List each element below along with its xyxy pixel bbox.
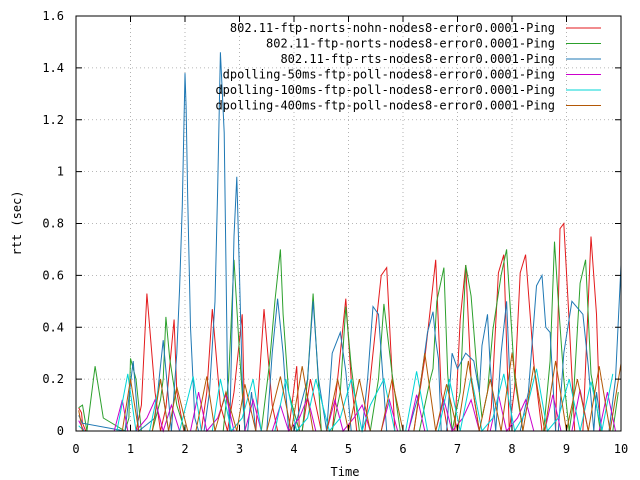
grid	[76, 16, 621, 431]
series-line-1	[78, 222, 616, 432]
x-tick-label: 4	[290, 442, 297, 456]
legend-label-5: dpolling-100ms-ftp-poll-nodes8-error0.00…	[215, 83, 555, 97]
legend-label-3: 802.11-ftp-rts-nodes8-error0.0001-Ping	[280, 52, 555, 66]
x-tick-label: 5	[345, 442, 352, 456]
y-tick-label: 1	[57, 165, 64, 179]
x-tick-label: 2	[181, 442, 188, 456]
legend-label-4: dpolling-50ms-ftp-poll-nodes8-error0.000…	[223, 68, 555, 82]
legend-label-2: 802.11-ftp-norts-nodes8-error0.0001-Ping	[266, 37, 555, 51]
legend-label-1: 802.11-ftp-norts-nohn-nodes8-error0.0001…	[230, 21, 555, 35]
y-tick-label: 1.4	[42, 61, 64, 75]
series-line-3	[78, 52, 622, 432]
ticks: 0 1 2 3 4 5 6 7 8 9 10 0 0.2 0.4 0.6 0.8 1 1.2 1.4 1.6	[42, 9, 628, 456]
legend: 802.11-ftp-norts-nohn-nodes8-error0.0001…	[215, 21, 601, 113]
y-tick-label: 0.6	[42, 268, 64, 282]
x-tick-label: 8	[508, 442, 515, 456]
x-axis-label: Time	[331, 465, 360, 479]
x-tick-label: 6	[399, 442, 406, 456]
y-tick-label: 1.6	[42, 9, 64, 23]
y-axis-label: rtt (sec)	[10, 190, 24, 255]
y-tick-label: 0.8	[42, 217, 64, 231]
series-line-6	[78, 353, 622, 432]
x-tick-label: 9	[563, 442, 570, 456]
x-tick-label: 7	[454, 442, 461, 456]
y-tick-label: 0.4	[42, 320, 64, 334]
x-tick-label: 3	[236, 442, 243, 456]
x-tick-label: 10	[614, 442, 628, 456]
y-tick-label: 0	[57, 424, 64, 438]
legend-label-6: dpolling-400ms-ftp-poll-nodes8-error0.00…	[215, 99, 555, 113]
x-tick-label: 1	[127, 442, 134, 456]
y-tick-label: 0.2	[42, 372, 64, 386]
x-tick-label: 0	[72, 442, 79, 456]
series-line-4	[78, 389, 616, 433]
y-tick-label: 1.2	[42, 113, 64, 127]
